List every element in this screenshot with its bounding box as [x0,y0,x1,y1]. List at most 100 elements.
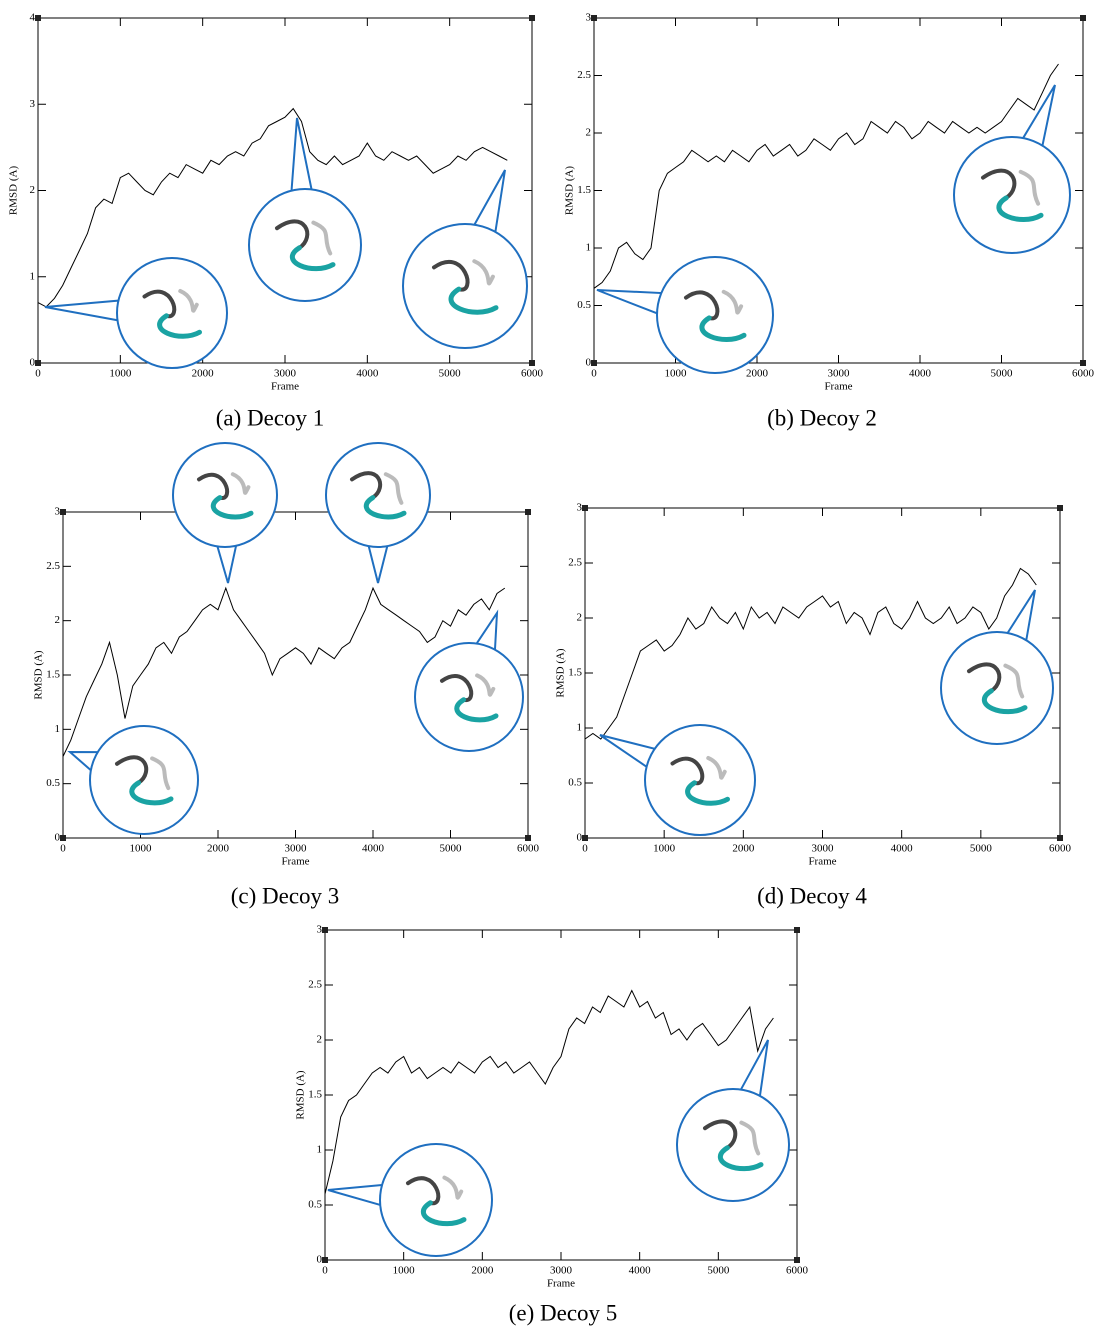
x-tick-label: 1000 [109,368,132,380]
protein-strand [981,688,1028,715]
x-axis-label: Frame [547,1278,575,1290]
x-tick-label: 0 [60,843,66,855]
protein-strand [363,495,407,520]
x-tick-label: 0 [582,843,588,855]
y-tick-label: 2 [30,184,36,196]
rmsd-line [37,107,508,308]
corner-marker [60,509,66,515]
x-tick-label: 0 [322,1265,328,1277]
protein-strand [157,313,202,339]
y-tick-label: 2 [317,1034,323,1046]
y-tick-label: 0 [577,832,583,844]
corner-marker [529,15,535,21]
corner-marker [529,360,535,366]
protein-strand [150,756,171,791]
corner-marker [1080,360,1086,366]
corner-marker [35,360,41,366]
protein-strand [703,1119,738,1150]
protein-strand [472,259,495,286]
protein-strand [289,245,336,272]
protein-strand [1003,663,1025,699]
y-tick-label: 0.5 [308,1199,322,1211]
y-axis-label: RMSD (A) [8,166,20,216]
corner-marker [35,15,41,21]
y-tick-label: 3 [317,924,323,936]
callout-pointer [739,1039,769,1098]
protein-strand [129,780,174,806]
chart-panel: 0 1000 2000 3000 4000 5000 6000 0 1 2 3 4 Frame RMSD … [8,12,544,431]
x-axis-label: Frame [271,381,299,393]
protein-strand [981,168,1017,200]
protein-strand [721,289,744,315]
caption: (a) Decoy 1 [216,405,325,430]
y-tick-label: 2.5 [308,979,322,991]
x-tick-label: 4000 [891,843,914,855]
y-tick-label: 1 [586,242,592,254]
callout-pointer [367,545,389,584]
x-tick-label: 6000 [1049,843,1072,855]
x-tick-label: 5000 [991,368,1014,380]
x-tick-label: 1000 [653,843,676,855]
protein-strand [115,755,149,785]
protein-strand [1018,169,1041,206]
y-tick-label: 1.5 [46,669,60,681]
protein-strand [699,315,747,342]
x-tick-label: 6000 [521,368,544,380]
protein-strand [350,471,383,500]
y-tick-label: 1 [30,270,36,282]
y-axis-label: RMSD (A) [33,650,45,700]
x-tick-label: 2000 [192,368,215,380]
protein-strand [311,220,333,256]
y-tick-label: 2.5 [46,560,60,572]
corner-marker [591,15,597,21]
y-tick-label: 2 [55,614,61,626]
protein-strand [178,289,199,313]
y-tick-label: 1 [577,722,583,734]
y-tick-label: 1 [55,723,61,735]
protein-strand [442,1175,464,1200]
y-axis-label: RMSD (A) [295,1070,307,1120]
corner-marker [591,360,597,366]
protein-strand [967,662,1002,693]
chart-panel: 0 1000 2000 3000 4000 5000 6000 0 0.5 1 1.5 2 2.5 3 Fr… [33,442,540,908]
y-tick-label: 3 [55,506,61,518]
rmsd-line [584,567,1037,740]
corner-marker [1057,505,1063,511]
y-tick-label: 2 [577,612,583,624]
x-tick-label: 4000 [629,1265,652,1277]
y-tick-label: 3 [586,12,592,24]
corner-marker [60,835,66,841]
callout-pointer [44,299,120,322]
protein-strand [475,673,496,697]
protein-strand [996,195,1044,222]
protein-strand [684,290,720,321]
y-tick-label: 1.5 [568,667,582,679]
rmsd-line [593,63,1059,289]
rmsd-line [324,989,774,1195]
x-tick-label: 5000 [439,368,462,380]
corner-marker [525,509,531,515]
x-tick-label: 6000 [786,1265,809,1277]
corner-marker [794,1257,800,1263]
x-tick-label: 3000 [274,368,297,380]
protein-strand [406,1176,441,1206]
protein-strand [230,472,251,495]
callout-pointer [599,734,657,769]
protein-strand [685,780,730,806]
callout-pointer [290,117,313,192]
protein-strand [197,472,230,500]
x-tick-label: 4000 [356,368,379,380]
protein-strand [210,495,254,520]
y-axis-label: RMSD (A) [564,166,576,216]
protein-strand [706,756,727,780]
x-tick-label: 3000 [828,368,851,380]
x-tick-label: 1000 [130,843,153,855]
corner-marker [1057,835,1063,841]
protein-strand [440,674,474,702]
protein-strand [448,286,499,315]
y-tick-label: 1.5 [308,1089,322,1101]
y-tick-label: 0.5 [568,777,582,789]
x-axis-label: Frame [281,856,309,868]
protein-strand [717,1145,764,1172]
